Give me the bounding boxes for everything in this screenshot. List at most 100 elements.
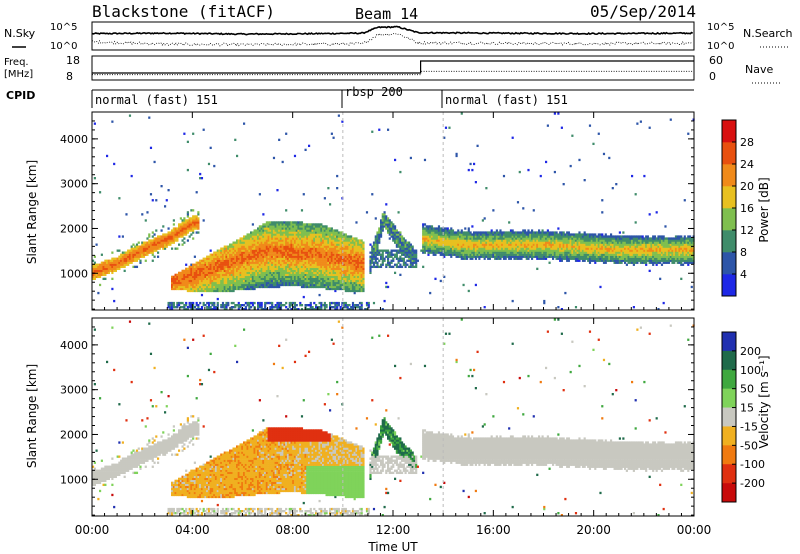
power-cell [295,227,298,230]
power-cell [125,261,128,264]
power-cell [255,283,258,287]
power-cell [269,243,272,246]
power-cell [267,271,270,275]
power-cell [272,277,276,281]
power-cell [178,301,181,305]
power-cell [265,241,268,244]
power-cell [181,273,184,277]
power-cell [174,283,177,287]
power-cell [378,259,381,262]
power-cell [297,245,300,248]
power-cell [304,269,307,273]
power-cell [286,225,290,228]
power-cell [179,227,182,230]
power-cell [106,271,109,275]
power-cell [457,229,460,232]
power-cell [183,227,186,230]
power-cell [197,283,200,287]
power-cell [230,283,233,287]
power-cell [427,253,430,256]
power-cell [200,283,204,287]
power-cell [225,273,228,277]
power-cell [225,287,228,291]
power-cell [223,271,226,275]
power-cell [248,265,251,269]
power-cell [132,243,135,246]
power-cell [179,217,182,220]
power-cell [225,261,228,264]
power-cell [181,279,184,283]
power-cell [148,233,151,236]
power-cell [285,265,288,269]
power-cell [167,233,170,236]
power-cell [276,257,279,260]
power-cell [274,239,277,242]
power-cell [269,221,272,224]
power-cell [269,229,272,232]
power-cell [295,273,298,277]
power-cell [255,275,258,279]
power-cell [300,243,304,246]
power-cell [469,162,472,166]
power-cell [292,245,295,248]
power-cell [466,257,469,260]
power-cell [237,251,240,254]
power-cell [229,251,232,254]
power-cell [162,225,165,228]
power-cell [93,177,96,180]
power-cell [181,271,184,275]
power-cell [202,219,205,222]
power-cell [388,219,391,222]
power-cell [279,253,283,256]
power-cell [197,281,200,285]
power-cell [302,249,305,252]
power-cell [132,265,135,269]
power-cell [253,277,256,281]
nave-tick-top: 60 [709,54,723,67]
power-cell [206,255,209,258]
power-cell [221,283,225,287]
power-cell [178,275,181,279]
power-cell [199,275,202,279]
power-cell [216,301,219,305]
power-cell [178,279,181,283]
power-cell [239,304,242,307]
power-cell [293,308,297,311]
power-cell [209,267,212,271]
power-cell [153,160,156,164]
power-cell [97,275,100,279]
power-cell [153,233,156,236]
power-cell [227,267,230,271]
power-cell [278,304,281,307]
power-cell [174,306,177,309]
power-cell [385,265,388,269]
power-cell [97,291,100,295]
power-cell [258,304,261,307]
power-cell [186,271,189,275]
power-cell [169,241,172,244]
power-cell [174,237,177,240]
power-cell [250,243,253,246]
power-cell [192,281,195,285]
power-cell [455,154,458,158]
power-cell [181,231,184,234]
power-cell [199,277,202,281]
power-cell [206,265,209,269]
power-cell [99,191,102,194]
power-cell [192,283,195,287]
power-cell [478,257,481,260]
power-cell [227,245,230,248]
power-cell [97,267,100,271]
noise-tick-left-bottom: 10^0 [50,41,77,52]
power-cell [209,271,212,275]
power-cell [260,261,263,264]
power-cell [276,251,279,254]
power-cell [199,287,202,291]
power-cell [237,249,240,252]
power-cell [300,245,304,248]
power-cell [171,231,174,234]
power-cell [218,271,221,275]
power-cell [190,273,193,277]
power-cell [260,269,263,273]
power-cell [267,283,270,287]
